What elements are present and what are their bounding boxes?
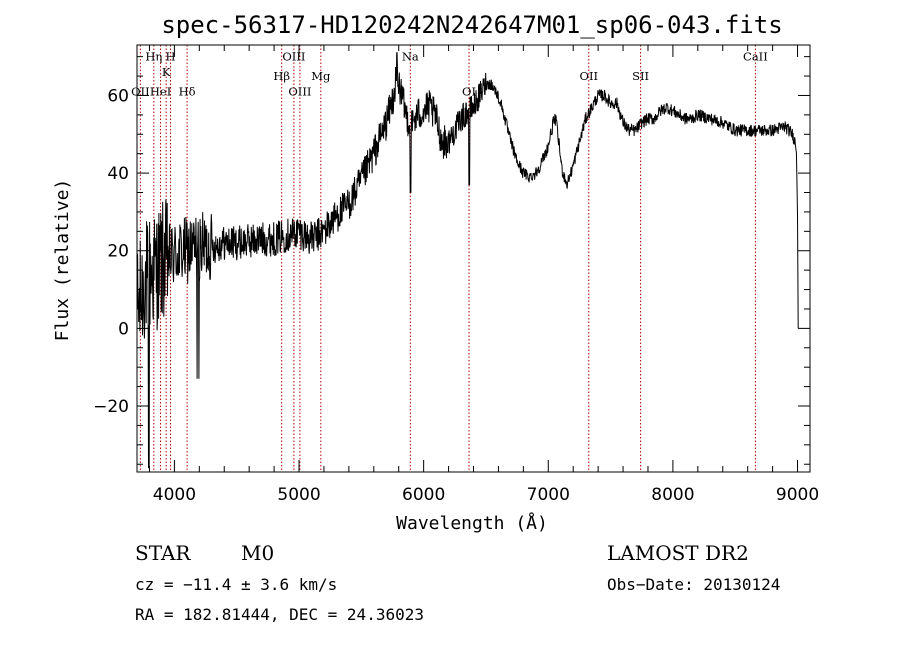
spectral-line-label: Hη bbox=[145, 50, 162, 64]
spectral-line-label: CaII bbox=[743, 50, 768, 64]
y-tick-label: 0 bbox=[118, 319, 129, 339]
spectral-line-label: K bbox=[162, 65, 171, 79]
spectral-line-label: H bbox=[166, 50, 176, 64]
chart-title: spec-56317-HD120242N242647M01_sp06-043.f… bbox=[161, 11, 782, 39]
spectral-line-label: SII bbox=[632, 69, 649, 83]
y-tick-label: −20 bbox=[93, 397, 129, 417]
y-tick-label: 60 bbox=[107, 86, 129, 106]
spectral-line-label: Mg bbox=[311, 69, 331, 83]
y-tick-labels: −20 0 20 40 60 bbox=[93, 86, 129, 417]
x-tick-label: 5000 bbox=[277, 485, 320, 505]
spectral-line-label: Na bbox=[402, 50, 419, 64]
coordinates: RA = 182.81444, DEC = 24.36023 bbox=[135, 605, 424, 624]
spectral-line-label: OIII bbox=[288, 84, 311, 98]
axis-ticks bbox=[137, 45, 810, 472]
x-tick-label: 8000 bbox=[651, 485, 694, 505]
x-tick-label: 4000 bbox=[153, 485, 196, 505]
spectral-line-label: OII bbox=[131, 84, 150, 98]
spectrum-series bbox=[137, 52, 799, 469]
object-class: STAR bbox=[135, 541, 191, 565]
y-tick-label: 40 bbox=[107, 164, 129, 184]
spectral-line-label: Hδ bbox=[179, 84, 196, 98]
x-tick-label: 7000 bbox=[527, 485, 570, 505]
spectral-line-label: OIII bbox=[282, 50, 305, 64]
object-subclass: M0 bbox=[241, 541, 274, 565]
spectral-line-label: Hβ bbox=[273, 69, 290, 83]
spectrum-line bbox=[137, 52, 799, 469]
x-axis-label: Wavelength (Å) bbox=[396, 512, 548, 534]
survey-name: LAMOST DR2 bbox=[607, 541, 749, 565]
spectral-line-label: OI bbox=[462, 84, 476, 98]
x-tick-label: 6000 bbox=[402, 485, 445, 505]
redshift-readout: cz = −11.4 ± 3.6 km/s bbox=[135, 575, 337, 594]
spectral-line-label: HeI bbox=[150, 84, 171, 98]
y-tick-label: 20 bbox=[107, 242, 129, 262]
obs-date: Obs−Date: 20130124 bbox=[607, 575, 780, 594]
x-tick-labels: 4000 5000 6000 7000 8000 9000 bbox=[153, 485, 819, 505]
spectral-line-label: OII bbox=[580, 69, 599, 83]
x-tick-label: 9000 bbox=[776, 485, 819, 505]
y-axis-label: Flux (relative) bbox=[52, 179, 73, 342]
